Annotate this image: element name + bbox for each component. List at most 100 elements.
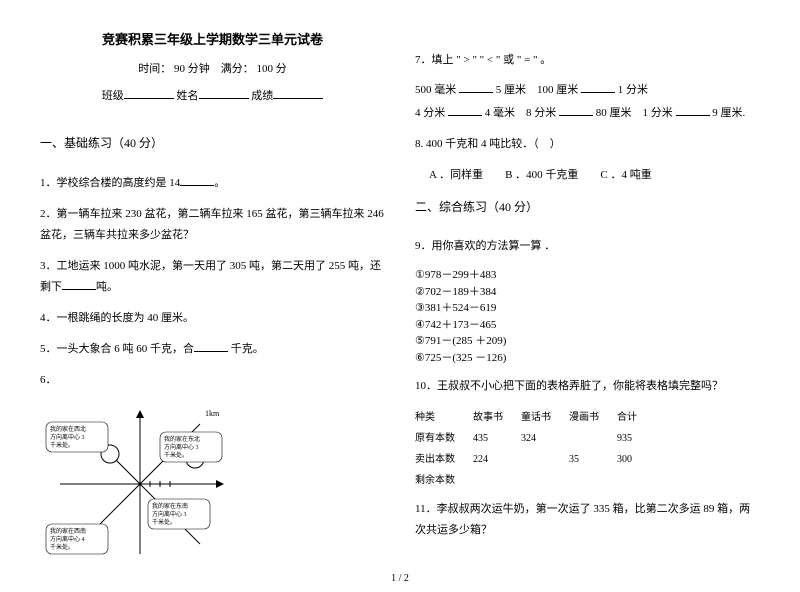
full-label: 满分： [221,63,254,75]
class-label: 班级 [102,90,124,102]
q7-b4 [559,104,593,116]
score-blank [273,87,323,99]
r1c3: 324 [521,428,569,449]
name-label: 姓名 [177,90,199,102]
q10-text: 10．王叔叔不小心把下面的表格弄脏了，你能将表格填完整吗？ [415,376,760,397]
r2c3 [521,449,569,470]
r2c2: 224 [473,449,521,470]
svg-text:方向离中心 4: 方向离中心 4 [50,535,85,543]
q8-opts: A ．同样重 B ．400 千克重 C ．4 吨重 [429,165,760,186]
svg-text:千米处。: 千米处。 [50,543,74,551]
r3c1: 剩余本数 [415,470,473,491]
page: 竞赛积累三年级上学期数学三单元试卷 时间： 90 分钟 满分： 100 分 班级… [0,0,800,592]
q6-label: 6． [40,370,385,391]
th-fairy: 童话书 [521,407,569,428]
r3c5 [617,470,655,491]
q7-b3 [448,104,482,116]
q7-line1: 500 毫米 5 厘米 100 厘米 1 分米 [415,81,760,99]
q9-c4: ④742＋173－465 [415,317,760,334]
th-story: 故事书 [473,407,521,428]
q5-text-b: 千克。 [228,343,264,355]
th-comic: 漫画书 [569,407,617,428]
th-kind: 种类 [415,407,473,428]
q3: 3．工地运来 1000 吨水泥，第一天用了 305 吨，第二天用了 255 吨，… [40,256,385,298]
r2c5: 300 [617,449,655,470]
r3c2 [473,470,521,491]
q1: 1．学校综合楼的高度约是 14。 [40,173,385,194]
r2c1: 卖出本数 [415,449,473,470]
svg-text:千米处。: 千米处。 [164,451,188,459]
svg-text:千米处。: 千米处。 [50,441,74,449]
svg-text:我的家在东南: 我的家在东南 [152,502,188,510]
th-total: 合计 [617,407,655,428]
q2: 2．第一辆车拉来 230 盆花，第二辆车拉来 165 盆花，第三辆车拉来 246… [40,204,385,246]
table-row: 原有本数 435 324 935 [415,428,655,449]
q7-l2e: 1 分米 [643,107,673,119]
full-value: 100 分 [257,63,287,75]
svg-text:方向离中心 3: 方向离中心 3 [50,433,85,441]
section2-heading: 二、综合练习（40 分） [415,196,760,219]
exam-title: 竞赛积累三年级上学期数学三单元试卷 [40,28,385,53]
svg-text:我的家在西南: 我的家在西南 [50,527,86,535]
q7-l2d: 80 厘米 [596,107,632,119]
q1-text-a: 1．学校综合楼的高度约是 14 [40,177,180,189]
r3c3 [521,470,569,491]
svg-text:千米处。: 千米处。 [152,518,176,526]
q9-c1: ①978－299＋483 [415,267,760,284]
box-ne: 我的家在东北 方向离中心 3 千米处。 [160,432,222,462]
q1-blank [180,174,214,186]
svg-text:方向离中心 3: 方向离中心 3 [152,510,187,518]
q9-c5: ⑤791－(285 ＋209) [415,333,760,350]
q7-b2 [581,81,615,93]
scale-label: 1km [205,409,220,418]
q7-line2: 4 分米 4 毫米 8 分米 80 厘米 1 分米 9 厘米. [415,103,760,124]
q5-text-a: 5．一头大象合 6 吨 60 千克，合 [40,343,194,355]
q11: 11．李叔叔两次运牛奶，第一次运了 335 箱，比第二次多运 89 箱，两次共运… [415,499,760,541]
info-line: 班级 姓名 成绩 [40,86,385,107]
q4: 4．一根跳绳的长度为 40 厘米。 [40,308,385,329]
table-row: 种类 故事书 童话书 漫画书 合计 [415,407,655,428]
svg-text:方向离中心 3: 方向离中心 3 [164,443,199,451]
name-blank [199,87,249,99]
q7-l2a: 4 分米 [415,107,445,119]
q3-text-b: 吨。 [96,281,118,293]
q7-l2b: 4 毫米 [485,107,515,119]
q9-c2: ②702－189＋384 [415,284,760,301]
box-nw: 我的家在西北 方向离中心 3 千米处。 [46,422,108,452]
box-se: 我的家在东南 方向离中心 3 千米处。 [148,499,210,529]
q9-c6: ⑥725－(325 －126) [415,350,760,367]
right-column: 7．填上 " > " " < " 或 " = " 。 500 毫米 5 厘米 1… [415,28,760,584]
time-value: 90 分钟 [174,63,210,75]
exam-subtitle: 时间： 90 分钟 满分： 100 分 [40,59,385,80]
q7-l1a: 500 毫米 [415,84,456,96]
r2c4: 35 [569,449,617,470]
q7-l2f: 9 厘米. [712,107,745,119]
svg-text:我的家在西北: 我的家在西北 [50,425,86,433]
section1-heading: 一、基础练习（40 分） [40,132,385,155]
q9-c3: ③381＋524－619 [415,300,760,317]
r1c1: 原有本数 [415,428,473,449]
r3c4 [569,470,617,491]
score-label: 成绩 [251,90,273,102]
svg-text:我的家在东北: 我的家在东北 [164,435,200,443]
q7-text: 7．填上 " > " " < " 或 " = " 。 [415,50,760,71]
r1c5: 935 [617,428,655,449]
q7-l1c: 100 厘米 [537,84,578,96]
class-blank [124,87,174,99]
r1c4 [569,428,617,449]
q7-l1b: 5 厘米 [496,84,526,96]
box-sw: 我的家在西南 方向离中心 4 千米处。 [46,524,108,554]
r1c2: 435 [473,428,521,449]
q5: 5．一头大象合 6 吨 60 千克，合 千克。 [40,339,385,360]
q9-text: 9．用你喜欢的方法算一算 ． [415,236,760,257]
q7-l1d: 1 分米 [618,84,648,96]
table-row: 卖出本数 224 35 300 [415,449,655,470]
q5-blank [194,340,228,352]
q7-l2c: 8 分米 [526,107,556,119]
direction-diagram: 1km 我的家在西北 方向离中心 3 千米处。 我的家在东北 方向离中心 3 千… [40,404,240,564]
q10-table: 种类 故事书 童话书 漫画书 合计 原有本数 435 324 935 卖出本数 … [415,407,655,491]
table-row: 剩余本数 [415,470,655,491]
q8-text: 8. 400 千克和 4 吨比较．（ ） [415,134,760,155]
q7-b5 [676,104,710,116]
left-column: 竞赛积累三年级上学期数学三单元试卷 时间： 90 分钟 满分： 100 分 班级… [40,28,385,584]
